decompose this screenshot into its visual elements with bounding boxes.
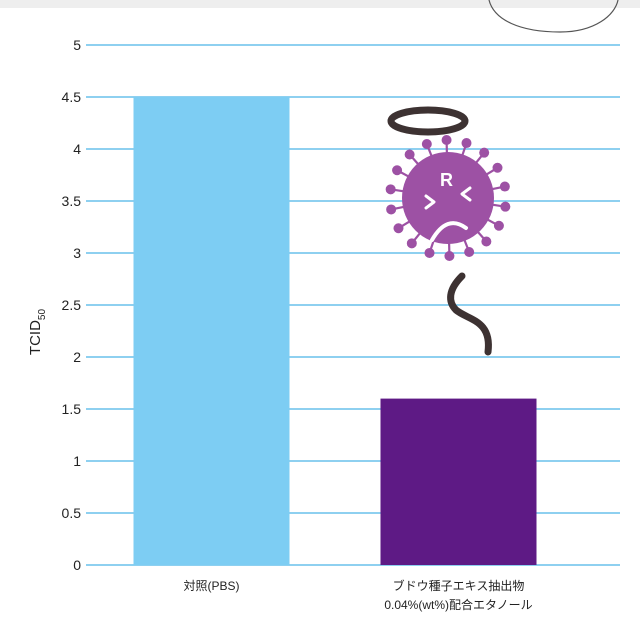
x-category-label: ブドウ種子エキス抽出物 <box>393 578 525 593</box>
virus-spike-tip <box>464 246 475 257</box>
virus-spike-tip <box>404 149 415 160</box>
bars <box>133 97 537 565</box>
virus-spike-tip <box>461 138 472 149</box>
halo-ring <box>387 106 469 136</box>
virus-spike-tip <box>479 147 490 158</box>
virus-spike-tip <box>441 135 452 146</box>
y-axis-title: TCID50 <box>27 309 48 356</box>
y-tick-label: 4.5 <box>62 89 82 105</box>
virus-spike-tip <box>499 181 510 192</box>
virus-spikes <box>385 135 511 261</box>
virus-spike-tip <box>424 247 435 258</box>
defeated-virus-icon: R <box>385 106 511 356</box>
rising-spirit-line <box>447 272 492 356</box>
virus-body <box>402 152 494 244</box>
y-tick-label: 2 <box>73 349 81 365</box>
virus-spike-tip <box>386 204 397 215</box>
y-tick-label: 2.5 <box>62 297 82 313</box>
bar <box>380 398 537 565</box>
virus-mouth <box>430 221 468 242</box>
bar <box>133 97 290 565</box>
y-tick-label: 0.5 <box>62 505 82 521</box>
y-tick-label: 0 <box>73 557 81 573</box>
x-category-labels: 対照(PBS) ブドウ種子エキス抽出物 0.04%(wt%)配合エタノール <box>183 578 532 612</box>
virus-spike-tip <box>385 184 396 195</box>
virus-spike-tip <box>444 250 455 261</box>
x-category-label: 0.04%(wt%)配合エタノール <box>384 597 532 612</box>
virus-spike-tip <box>421 139 432 150</box>
virus-spike-tip <box>493 220 504 231</box>
virus-eye-left <box>424 194 436 210</box>
y-tick-label: 3 <box>73 245 81 261</box>
virus-spike-tip <box>406 238 417 249</box>
y-tick-label: 1 <box>73 453 81 469</box>
virus-letter: R <box>440 170 453 190</box>
y-tick-label: 4 <box>73 141 81 157</box>
top-band <box>0 0 640 8</box>
y-tick-label: 3.5 <box>62 193 82 209</box>
y-tick-labels: 0 0.5 1 1.5 2 2.5 3 3.5 4 4.5 5 <box>62 37 82 573</box>
x-category-label: 対照(PBS) <box>183 579 239 593</box>
y-tick-label: 1.5 <box>62 401 82 417</box>
virus-spike-tip <box>481 236 492 247</box>
virus-spike-tip <box>392 165 403 176</box>
virus-spike-tip <box>492 162 503 173</box>
virus-spike-tip <box>500 201 511 212</box>
top-right-curve <box>488 0 619 33</box>
virus-spike-tip <box>393 223 404 234</box>
y-tick-label: 5 <box>73 37 81 53</box>
virus-eye-right <box>460 186 472 202</box>
